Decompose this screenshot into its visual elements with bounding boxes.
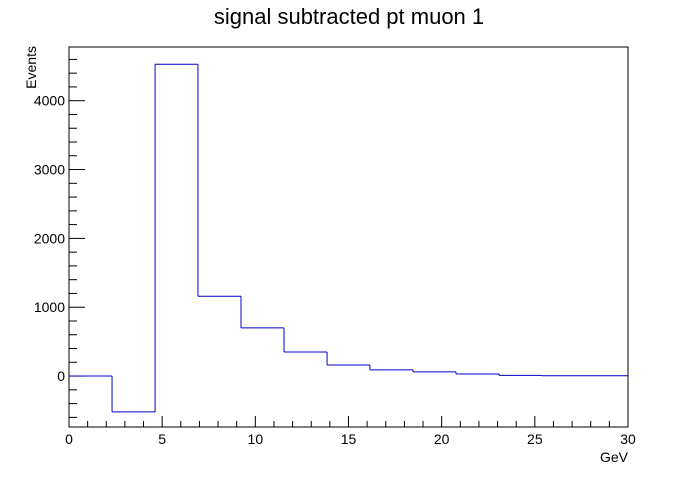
x-tick-label: 0 <box>65 431 73 447</box>
x-tick-label: 10 <box>248 431 264 447</box>
plot-frame <box>68 46 629 428</box>
x-tick-label: 15 <box>341 431 357 447</box>
y-tick-label: 1000 <box>34 299 65 315</box>
x-tick-label: 25 <box>527 431 543 447</box>
histogram-bins <box>69 63 628 413</box>
chart-title: signal subtracted pt muon 1 <box>214 4 484 29</box>
x-axis-ticks: 0 5 10 15 20 25 30 <box>65 416 636 447</box>
y-tick-label: 3000 <box>34 162 65 178</box>
y-axis-ticks: 0 1000 2000 3000 4000 <box>34 58 85 418</box>
y-tick-label: 4000 <box>34 93 65 109</box>
x-axis-label: GeV <box>600 449 629 465</box>
y-tick-label: 0 <box>57 368 65 384</box>
x-tick-label: 5 <box>158 431 166 447</box>
x-tick-label: 30 <box>620 431 636 447</box>
x-tick-label: 20 <box>434 431 450 447</box>
y-tick-label: 2000 <box>34 230 65 246</box>
y-axis-label: Events <box>23 46 39 89</box>
